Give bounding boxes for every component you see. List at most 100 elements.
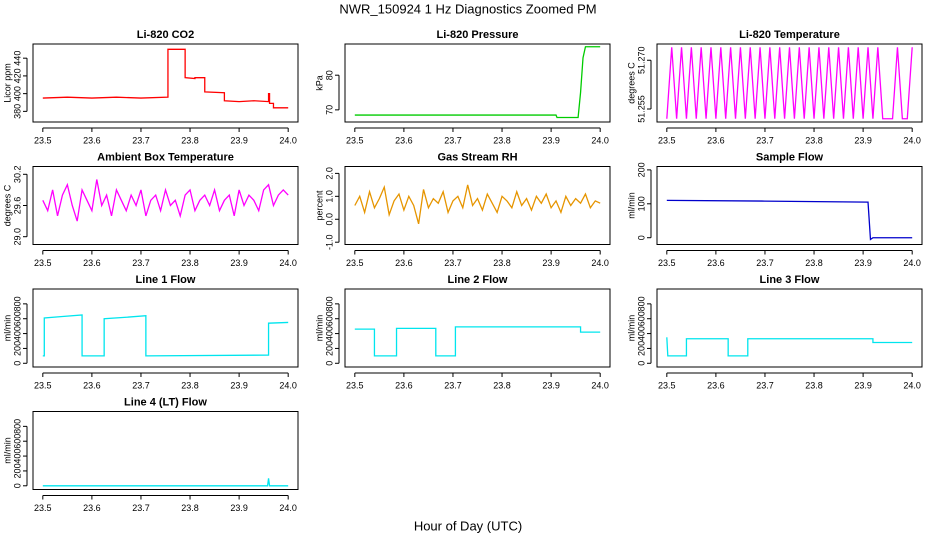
x-tick-label: 23.5 bbox=[34, 135, 52, 145]
x-tick-label: 23.7 bbox=[132, 503, 150, 513]
x-tick-label: 24.0 bbox=[591, 380, 609, 390]
x-tick-label: 23.6 bbox=[707, 135, 725, 145]
x-tick-label: 23.9 bbox=[230, 258, 248, 268]
x-tick-label: 23.5 bbox=[34, 258, 52, 268]
x-tick-label: 23.6 bbox=[707, 258, 725, 268]
plot-frame bbox=[656, 43, 923, 123]
x-tick-label: 24.0 bbox=[903, 135, 921, 145]
y-tick-label: 600 bbox=[636, 311, 646, 326]
plot-frame bbox=[344, 43, 611, 123]
x-tick-label: 23.9 bbox=[854, 380, 872, 390]
x-tick-label: 23.9 bbox=[230, 135, 248, 145]
x-tick-label: 24.0 bbox=[591, 135, 609, 145]
panel-title: Line 4 (LT) Flow bbox=[124, 396, 207, 408]
x-tick-label: 24.0 bbox=[279, 258, 297, 268]
x-tick-label: 23.7 bbox=[756, 380, 774, 390]
y-tick-label: 0.0 bbox=[324, 213, 334, 226]
y-tick-label: 70 bbox=[324, 105, 334, 115]
x-tick-label: 23.6 bbox=[83, 503, 101, 513]
panel-title: Line 2 Flow bbox=[448, 274, 508, 286]
x-tick-label: 23.8 bbox=[493, 135, 511, 145]
y-tick-label: 0 bbox=[324, 361, 334, 366]
panel-title: Gas Stream RH bbox=[437, 151, 517, 163]
x-tick-label: 23.8 bbox=[181, 380, 199, 390]
x-tick-label: 23.6 bbox=[83, 135, 101, 145]
y-axis-label: percent bbox=[314, 190, 324, 221]
plot-frame bbox=[656, 288, 923, 368]
y-axis-label: ml/min bbox=[2, 315, 12, 342]
x-tick-label: 23.6 bbox=[395, 380, 413, 390]
x-tick-label: 23.6 bbox=[83, 258, 101, 268]
x-tick-label: 23.7 bbox=[444, 135, 462, 145]
y-tick-label: 440 bbox=[12, 51, 22, 66]
x-tick-label: 23.6 bbox=[707, 380, 725, 390]
y-tick-label: 400 bbox=[12, 449, 22, 464]
x-tick-label: 23.5 bbox=[658, 135, 676, 145]
data-line bbox=[42, 48, 289, 109]
y-tick-label: 2.0 bbox=[324, 167, 334, 180]
x-tick-label: 23.5 bbox=[34, 503, 52, 513]
x-tick-label: 23.8 bbox=[493, 258, 511, 268]
x-tick-label: 23.7 bbox=[756, 258, 774, 268]
x-tick-label: 23.8 bbox=[805, 380, 823, 390]
data-line bbox=[666, 47, 913, 120]
x-tick-label: 23.7 bbox=[132, 380, 150, 390]
y-tick-label: 0 bbox=[636, 235, 646, 240]
plot-frame bbox=[32, 166, 299, 245]
y-tick-label: -1.0 bbox=[324, 234, 334, 250]
x-tick-label: 24.0 bbox=[279, 135, 297, 145]
x-tick-label: 23.9 bbox=[854, 258, 872, 268]
y-tick-label: 200 bbox=[12, 341, 22, 356]
x-tick-label: 23.5 bbox=[346, 258, 364, 268]
panel-title: Sample Flow bbox=[756, 151, 824, 163]
y-tick-label: 80 bbox=[324, 70, 334, 80]
panel-title: Li-820 Pressure bbox=[437, 29, 519, 41]
x-tick-label: 23.9 bbox=[542, 380, 560, 390]
y-tick-label: 600 bbox=[324, 311, 334, 326]
data-line bbox=[42, 478, 289, 487]
x-tick-label: 23.7 bbox=[444, 258, 462, 268]
plot-frame bbox=[32, 411, 299, 490]
plot-frame bbox=[344, 166, 611, 245]
x-tick-label: 23.6 bbox=[395, 135, 413, 145]
y-tick-label: 400 bbox=[12, 86, 22, 101]
x-tick-label: 23.8 bbox=[181, 258, 199, 268]
panel-title: Line 3 Flow bbox=[760, 274, 820, 286]
plot-frame bbox=[32, 43, 299, 123]
y-tick-label: 200 bbox=[12, 463, 22, 478]
panel-title: Li-820 Temperature bbox=[739, 29, 840, 41]
y-axis-label: degrees C bbox=[626, 62, 636, 104]
x-tick-label: 23.5 bbox=[34, 380, 52, 390]
y-tick-label: 400 bbox=[636, 326, 646, 341]
y-tick-label: 0 bbox=[636, 361, 646, 366]
x-tick-label: 23.7 bbox=[444, 380, 462, 390]
y-tick-label: 0 bbox=[12, 361, 22, 366]
y-tick-label: 30.2 bbox=[12, 166, 22, 184]
data-line bbox=[354, 326, 601, 357]
x-tick-label: 23.5 bbox=[658, 380, 676, 390]
x-axis-label: Hour of Day (UTC) bbox=[414, 518, 522, 533]
x-tick-label: 23.8 bbox=[805, 258, 823, 268]
y-tick-label: 800 bbox=[12, 296, 22, 311]
x-tick-label: 23.7 bbox=[132, 258, 150, 268]
x-tick-label: 23.9 bbox=[542, 258, 560, 268]
x-tick-label: 23.9 bbox=[230, 380, 248, 390]
x-tick-label: 23.9 bbox=[854, 135, 872, 145]
y-tick-label: 800 bbox=[636, 296, 646, 311]
y-tick-label: 800 bbox=[12, 419, 22, 434]
y-axis-label: degrees C bbox=[2, 184, 12, 226]
x-tick-label: 24.0 bbox=[279, 503, 297, 513]
panel-title: Li-820 CO2 bbox=[137, 29, 194, 41]
x-tick-label: 24.0 bbox=[903, 380, 921, 390]
y-tick-label: 600 bbox=[12, 434, 22, 449]
y-tick-label: 29.6 bbox=[12, 197, 22, 215]
x-tick-label: 24.0 bbox=[591, 258, 609, 268]
y-tick-label: 420 bbox=[12, 68, 22, 83]
data-line bbox=[666, 199, 913, 241]
x-tick-label: 23.9 bbox=[230, 503, 248, 513]
plot-frame bbox=[344, 288, 611, 368]
data-line bbox=[354, 46, 601, 119]
x-tick-label: 23.5 bbox=[346, 380, 364, 390]
x-tick-label: 23.6 bbox=[83, 380, 101, 390]
